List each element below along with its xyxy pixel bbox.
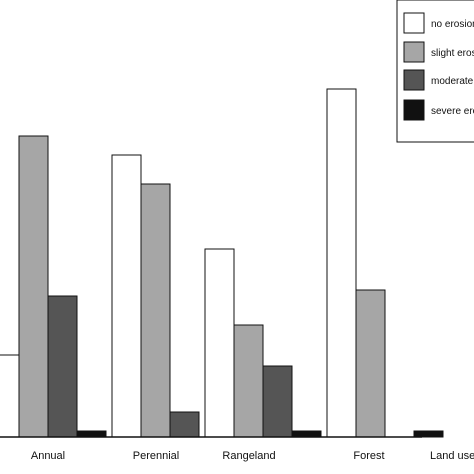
bar-rangeland-slight-erosion (233, 324, 264, 438)
x-tick-label-annual: Annual (31, 450, 65, 462)
bar-annual-no-erosion (0, 354, 20, 438)
legend-label-slight-erosion: slight erosion (431, 48, 474, 59)
legend-swatch-moderate-erosion (403, 69, 425, 91)
bar-annual-severe-erosion (76, 430, 107, 438)
legend: no erosion slight erosion moderate erosion… (396, 0, 474, 143)
legend-label-severe-erosion: severe erosion (431, 106, 474, 117)
bar-annual-moderate-erosion (47, 295, 78, 438)
legend-swatch-severe-erosion (403, 99, 425, 121)
bar-forest-no-erosion (326, 88, 357, 438)
bar-rangeland-no-erosion (204, 248, 235, 438)
bar-annual-slight-erosion (18, 135, 49, 438)
bar-perennial-no-erosion (111, 154, 142, 438)
bar-rangeland-moderate-erosion (262, 365, 293, 438)
bar-perennial-slight-erosion (140, 183, 171, 438)
x-tick-labels: Annual Perennial Rangeland Forest (31, 450, 385, 462)
bars-group (0, 88, 444, 438)
bar-rangeland-severe-erosion (291, 430, 322, 438)
bar-perennial-moderate-erosion (169, 411, 200, 438)
legend-label-no-erosion: no erosion (431, 19, 474, 30)
legend-swatch-no-erosion (403, 12, 425, 34)
x-tick-label-forest: Forest (353, 450, 384, 462)
bar-forest-slight-erosion (355, 289, 386, 438)
bar-forest-severe-erosion (413, 430, 444, 438)
x-tick-label-rangeland: Rangeland (222, 450, 275, 462)
legend-swatch-slight-erosion (403, 41, 425, 63)
x-tick-label-perennial: Perennial (133, 450, 179, 462)
x-axis-label: Land use (430, 450, 474, 462)
legend-label-moderate-erosion: moderate erosion (431, 76, 474, 87)
